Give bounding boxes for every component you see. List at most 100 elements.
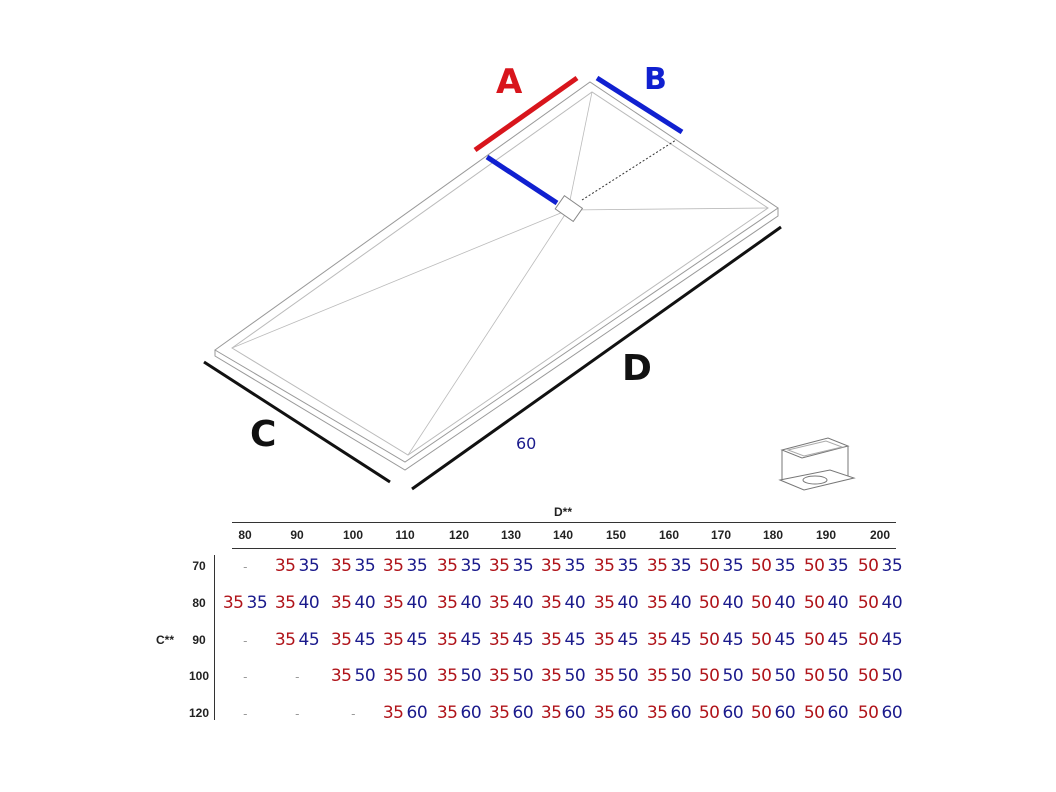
table-cell: 50 45 (698, 630, 744, 650)
value-a: 50 (857, 556, 879, 576)
table-cell: 35 35 (382, 556, 428, 576)
table-cell: 35 40 (647, 593, 692, 613)
value-a: 50 (750, 703, 772, 723)
value-b: 50 (564, 666, 586, 686)
table-cell: 50 45 (804, 630, 849, 650)
table-cell: 35 60 (437, 703, 482, 723)
value-a: 50 (857, 630, 879, 650)
slope-lines (231, 91, 769, 456)
value-a: 35 (330, 593, 352, 613)
dimension-b-line (595, 75, 684, 135)
dimension-value: 60 (516, 434, 537, 453)
label-c: C (250, 414, 277, 455)
value-a: 35 (646, 556, 668, 576)
value-a: 50 (698, 593, 720, 613)
value-b: 50 (722, 666, 744, 686)
table-cell: 35 40 (382, 593, 428, 613)
table-cell: 35 45 (594, 630, 639, 650)
value-a: 35 (488, 703, 510, 723)
column-header-cell: 130 (500, 528, 522, 542)
column-header-cell: 100 (342, 528, 364, 542)
table-cell: 35 60 (488, 703, 534, 723)
value-a: 50 (750, 666, 772, 686)
empty-mark: - (243, 560, 247, 574)
label-b: B (644, 62, 667, 97)
column-header-cell: 150 (605, 528, 627, 542)
value-b: 40 (460, 593, 482, 613)
value-b: 35 (406, 556, 428, 576)
value-a: 50 (698, 703, 720, 723)
drain-detail-icon (778, 437, 856, 491)
value-b: 50 (460, 666, 482, 686)
table-cell: 35 40 (488, 593, 534, 613)
label-a: A (496, 62, 523, 102)
value-b: 35 (246, 593, 268, 613)
value-a: 50 (857, 593, 879, 613)
value-b: 40 (617, 593, 639, 613)
table-cell: 50 50 (804, 666, 849, 686)
value-a: 35 (382, 593, 404, 613)
value-a: 35 (436, 666, 458, 686)
drain-icon (554, 195, 584, 223)
value-b: 45 (298, 630, 320, 650)
table-cell: 50 50 (699, 666, 744, 686)
value-b: 35 (722, 556, 744, 576)
table-cell: 50 60 (698, 703, 744, 723)
value-b: 35 (617, 556, 639, 576)
value-b: 50 (827, 666, 849, 686)
table-cell: 35 35 (437, 556, 482, 576)
value-a: 35 (274, 556, 296, 576)
value-a: 35 (436, 630, 458, 650)
value-a: 35 (382, 630, 404, 650)
table-cell: 50 40 (857, 593, 903, 613)
table-cell: 50 35 (751, 556, 796, 576)
value-b: 50 (354, 666, 376, 686)
value-a: 35 (274, 630, 296, 650)
table-cell: 35 45 (541, 630, 586, 650)
value-b: 45 (617, 630, 639, 650)
table-cell: - (351, 703, 355, 723)
value-a: 35 (382, 556, 404, 576)
value-b: 45 (406, 630, 428, 650)
value-a: 50 (803, 593, 825, 613)
table-cell: 35 45 (488, 630, 534, 650)
empty-mark: - (243, 670, 247, 684)
value-a: 50 (750, 593, 772, 613)
table-cell: 50 45 (750, 630, 796, 650)
tray-outline (214, 81, 779, 471)
row-label: 100 (188, 669, 210, 683)
value-b: 45 (774, 630, 796, 650)
value-a: 50 (803, 703, 825, 723)
column-header-cell: 80 (238, 528, 252, 542)
value-b: 45 (722, 630, 744, 650)
column-header-cell: 170 (710, 528, 732, 542)
value-b: 60 (460, 703, 482, 723)
column-header-cell: 140 (552, 528, 574, 542)
value-a: 35 (488, 630, 510, 650)
table-cell: 50 50 (750, 666, 796, 686)
value-b: 40 (354, 593, 376, 613)
divider (214, 555, 215, 720)
row-label: 90 (192, 633, 206, 647)
value-a: 35 (488, 556, 510, 576)
value-b: 45 (354, 630, 376, 650)
value-a: 50 (698, 556, 720, 576)
table-cell: 35 35 (646, 556, 692, 576)
row-header: C** (155, 633, 175, 647)
value-a: 50 (857, 703, 879, 723)
table-cell: 35 35 (330, 556, 376, 576)
row-label: 80 (192, 596, 206, 610)
value-a: 35 (274, 593, 296, 613)
value-a: 35 (488, 593, 510, 613)
value-a: 35 (330, 556, 352, 576)
table-cell: 50 60 (750, 703, 796, 723)
empty-mark: - (243, 707, 247, 721)
value-a: 50 (750, 630, 772, 650)
table-cell: 35 45 (331, 630, 376, 650)
value-a: 50 (698, 630, 720, 650)
table-cell: 35 35 (274, 556, 320, 576)
value-b: 60 (827, 703, 849, 723)
value-a: 35 (222, 593, 244, 613)
table-cell: 35 40 (540, 593, 586, 613)
value-a: 35 (540, 593, 562, 613)
